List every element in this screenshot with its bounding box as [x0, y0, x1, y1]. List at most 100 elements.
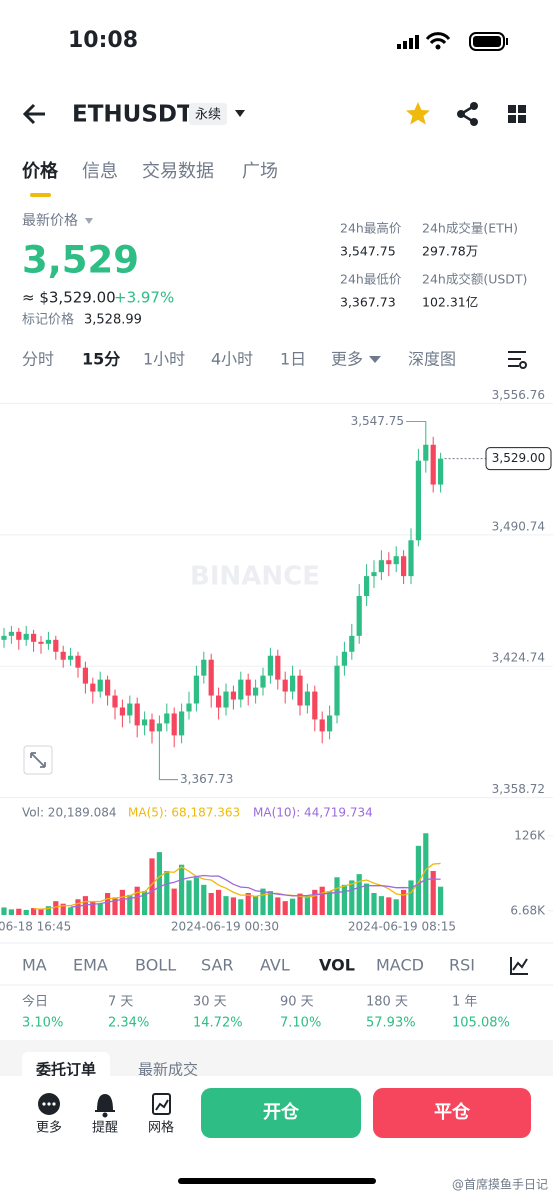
back-button[interactable] [22, 103, 45, 125]
current-price-label: 3,529.00 [492, 451, 545, 465]
candle-body [193, 675, 199, 704]
interval[interactable]: 15分 [82, 350, 120, 369]
alert-button[interactable]: 提醒 [92, 1120, 118, 1136]
close-button-bg[interactable] [373, 1088, 531, 1138]
candle-body [267, 655, 273, 676]
volume-bar [60, 903, 66, 915]
layout-icon[interactable] [508, 105, 526, 123]
volume-bar [127, 894, 133, 915]
candle-body [393, 556, 399, 565]
symbol-caret[interactable] [235, 110, 245, 117]
perf-value: 2.34% [108, 1016, 149, 1031]
volume-bar [134, 886, 140, 915]
order-tab[interactable]: 最新成交 [138, 1061, 198, 1079]
volume-bar [31, 908, 37, 915]
x-label: 2024-06-19 08:15 [348, 920, 456, 934]
candle-body [341, 651, 347, 666]
volume-bar [216, 889, 222, 915]
candle-body [260, 675, 266, 688]
candle-body [142, 719, 148, 726]
close-button[interactable]: 平仓 [434, 1101, 471, 1123]
indicator[interactable]: RSI [449, 956, 475, 975]
perf-value: 3.10% [22, 1016, 63, 1031]
volume-bar [16, 908, 22, 915]
expand-button[interactable] [23, 745, 53, 775]
y-tick-label: 3,358.72 [492, 782, 545, 796]
volume-bar [53, 901, 59, 915]
more-caret[interactable] [369, 356, 381, 363]
order-tab[interactable]: 委托订单 [36, 1061, 96, 1079]
candle-body [275, 655, 281, 680]
vol-legend: Vol: 20,189.084 [22, 806, 117, 820]
interval[interactable]: 1小时 [143, 350, 185, 369]
stat-label: 24h最低价 [340, 272, 402, 287]
share-icon[interactable] [457, 102, 478, 126]
price-label-caret[interactable] [85, 218, 93, 224]
interval[interactable]: 1日 [280, 350, 306, 369]
volume-bar [415, 845, 421, 915]
y-tick-label: 3,424.74 [492, 651, 545, 665]
mark-price: 3,528.99 [84, 313, 142, 328]
interval[interactable]: 更多 [331, 350, 363, 369]
tab[interactable]: 信息 [82, 161, 118, 182]
interval[interactable]: 深度图 [408, 350, 456, 369]
volume-bar [208, 892, 214, 915]
volume-bar [408, 880, 414, 915]
volume-bar [156, 852, 162, 915]
candle-body [401, 556, 407, 577]
tab[interactable]: 价格 [22, 160, 59, 182]
stat-value: 3,367.73 [340, 295, 396, 310]
price-label: 最新价格 [22, 213, 78, 229]
volume-bar [267, 891, 273, 915]
candle-body [216, 695, 222, 708]
tab[interactable]: 广场 [242, 161, 278, 182]
stat-label: 24h最高价 [340, 221, 402, 236]
indicator-settings[interactable] [510, 957, 528, 975]
volume-bar [75, 899, 81, 915]
stat-label: 24h成交额(USDT) [422, 272, 527, 287]
symbol[interactable]: ETHUSDT [72, 102, 193, 128]
volume-bar [23, 909, 29, 915]
candle-body [127, 703, 133, 716]
candle-body [386, 560, 392, 565]
candle-body [53, 639, 59, 652]
indicator[interactable]: SAR [201, 956, 234, 975]
stat-value: 297.78万 [422, 244, 478, 259]
indicator[interactable]: EMA [73, 956, 108, 975]
candle-body [304, 691, 310, 706]
open-button-bg[interactable] [201, 1088, 361, 1138]
open-button[interactable]: 开仓 [263, 1101, 300, 1123]
more-button[interactable]: 更多 [36, 1120, 62, 1136]
candle-body [201, 659, 207, 676]
interval[interactable]: 4小时 [211, 350, 253, 369]
interval[interactable]: 分时 [22, 350, 54, 369]
volume-bar [386, 897, 392, 915]
volume-bar [282, 901, 288, 915]
grid-button[interactable]: 网格 [148, 1120, 174, 1136]
favorite-star[interactable] [406, 102, 430, 125]
candle-body [156, 723, 162, 732]
candle-body [378, 560, 384, 573]
indicator[interactable]: AVL [260, 956, 290, 975]
indicator[interactable]: VOL [319, 956, 355, 975]
candle-body [112, 695, 118, 708]
volume-bar [364, 883, 370, 915]
volume-bar [371, 892, 377, 915]
tab[interactable]: 交易数据 [142, 161, 214, 182]
volume-bar [401, 889, 407, 915]
volume-bar [245, 892, 251, 915]
volume-bar [430, 870, 436, 915]
chart-settings-icon[interactable] [508, 351, 527, 369]
perf-label: 30 天 [193, 995, 227, 1010]
y-tick-label: 3,490.74 [492, 519, 545, 533]
candle-body [223, 691, 229, 708]
candle-body [97, 679, 103, 692]
candle-body [319, 719, 325, 732]
mark-label: 标记价格 [22, 312, 74, 328]
indicator[interactable]: BOLL [135, 956, 176, 975]
volume-bar [1, 907, 7, 915]
volume-bar [90, 901, 96, 915]
indicator[interactable]: MA [22, 956, 47, 975]
indicator[interactable]: MACD [376, 956, 424, 975]
tab-underline [30, 193, 51, 197]
